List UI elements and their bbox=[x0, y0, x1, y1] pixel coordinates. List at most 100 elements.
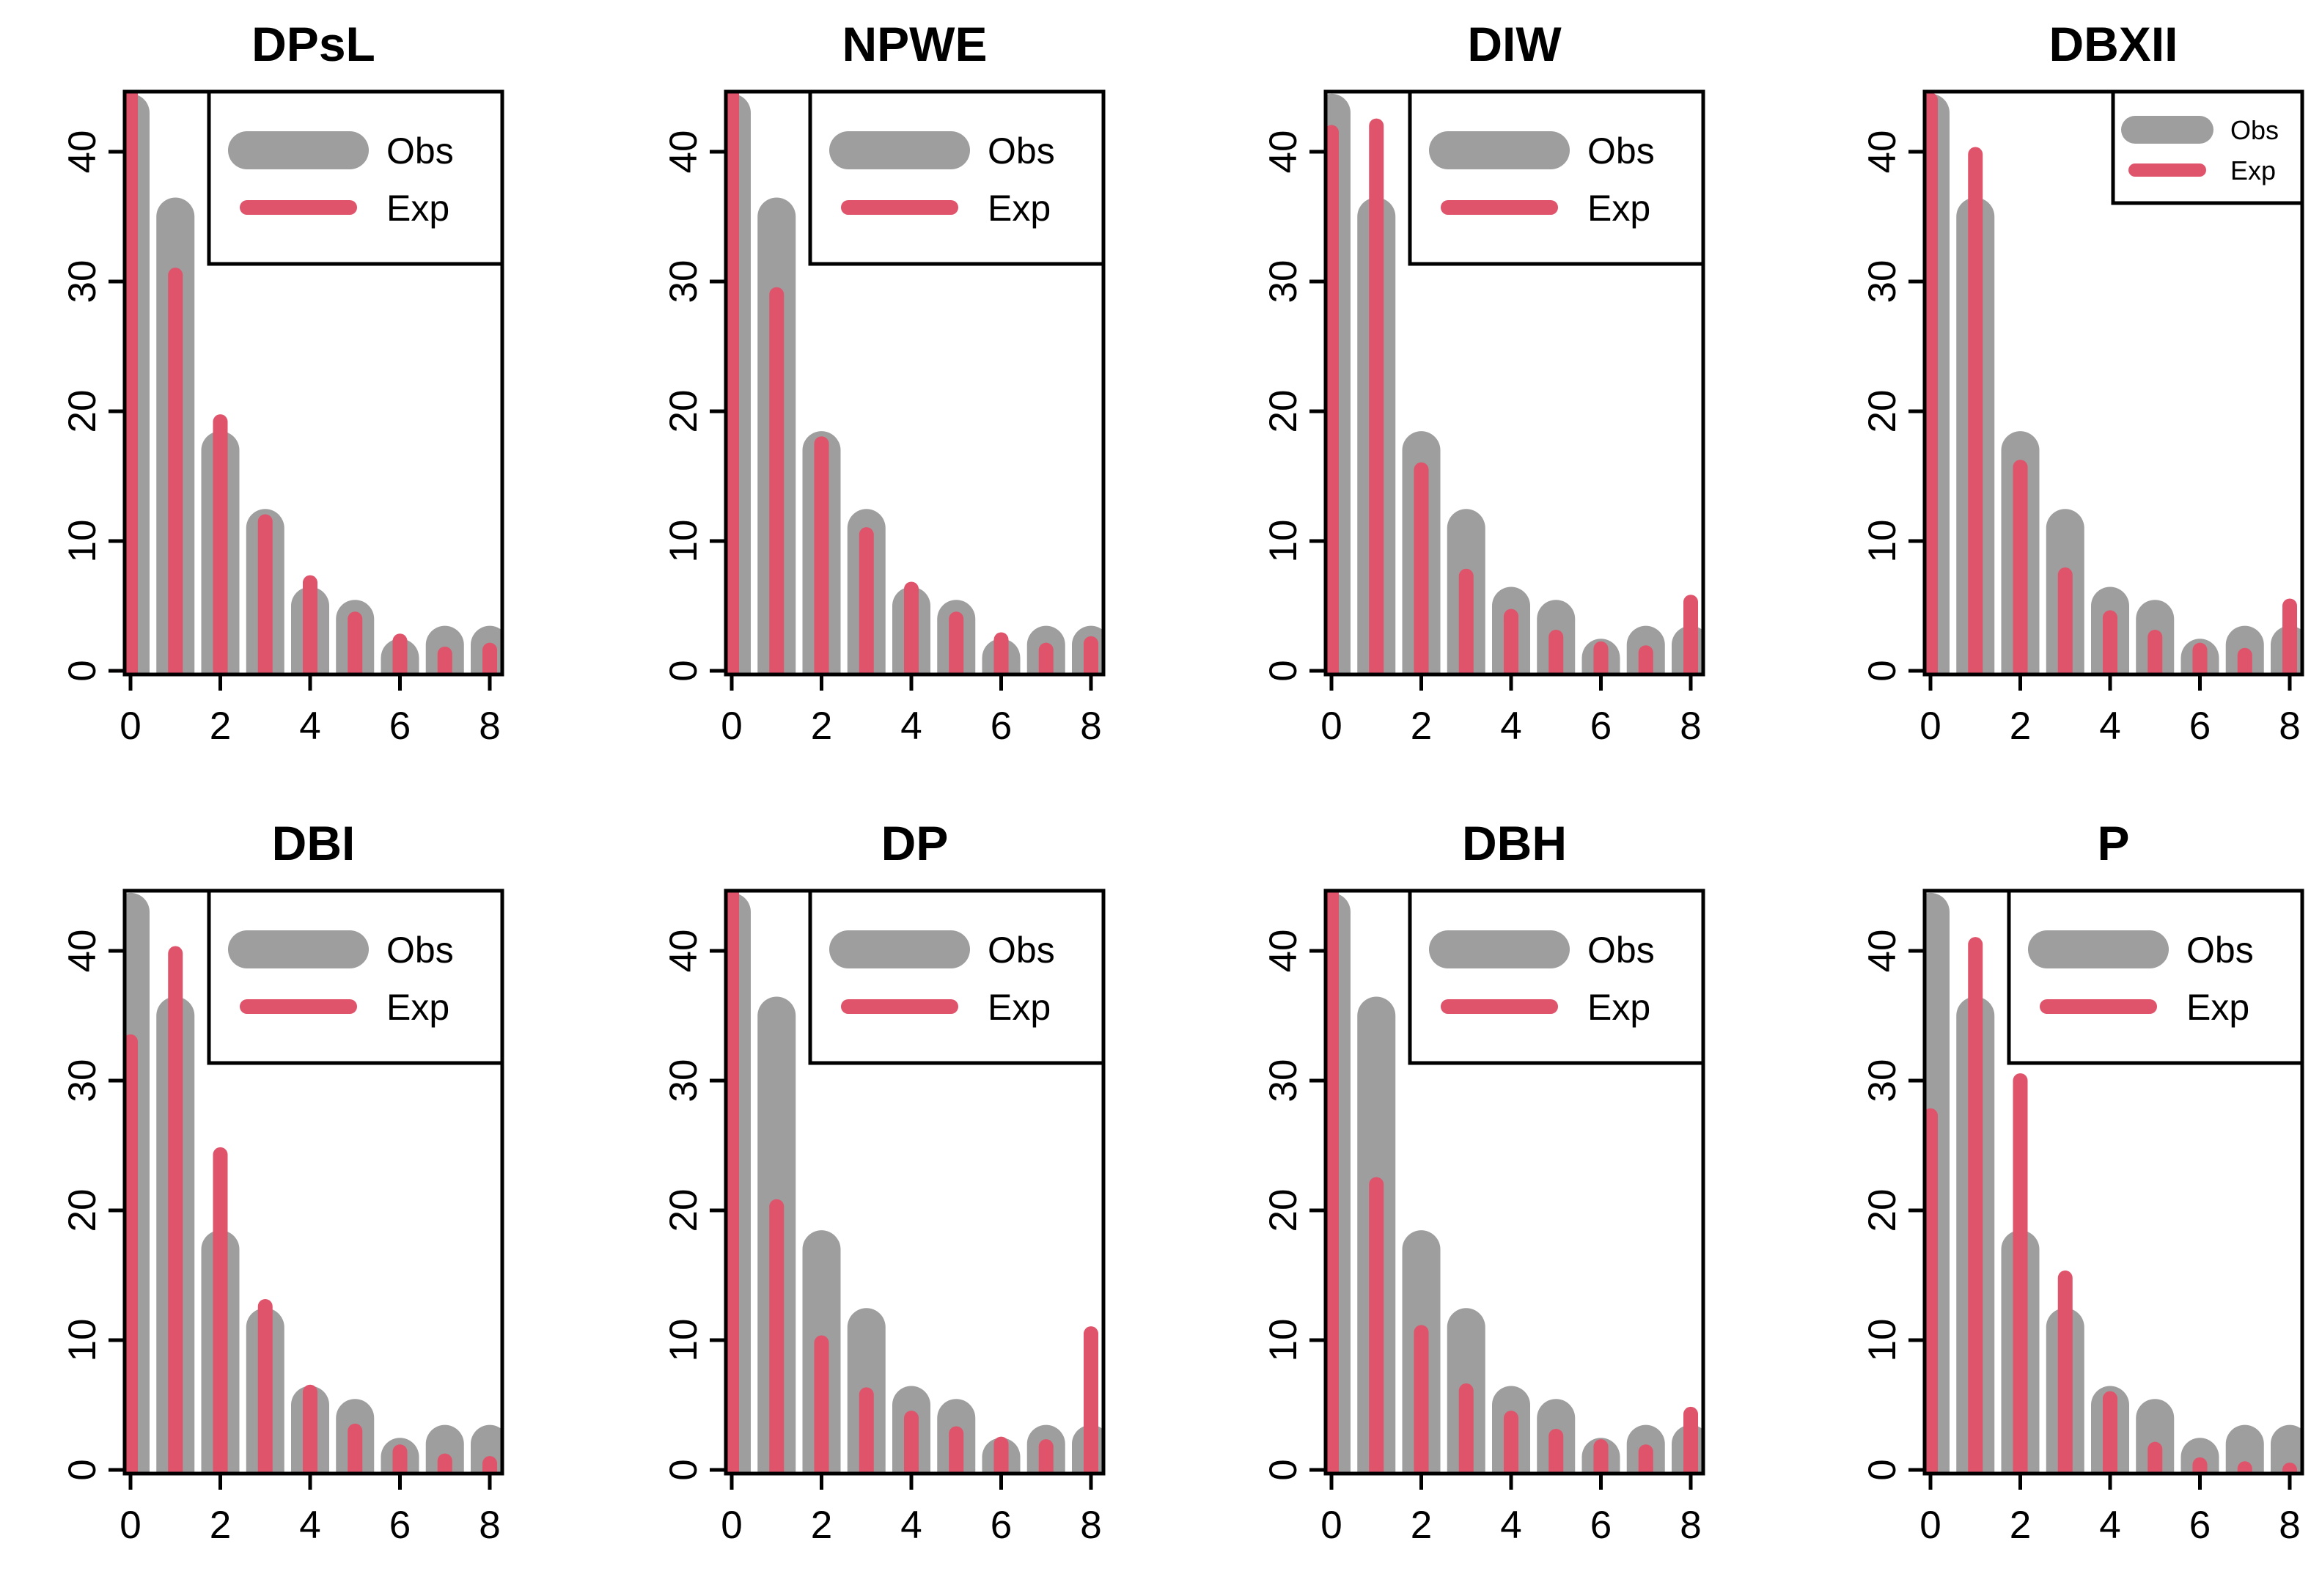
y-tick-label: 40 bbox=[662, 130, 705, 174]
y-tick-label: 10 bbox=[1861, 520, 1904, 563]
panel-p: Obs Exp P 0 2 4 6 8 0 10 20 30 40 bbox=[1861, 816, 2304, 1547]
panel-title: DBI bbox=[272, 816, 356, 870]
plot-frame bbox=[1323, 89, 1705, 677]
plot-frame bbox=[1922, 89, 2304, 677]
y-tick-label: 0 bbox=[61, 1459, 104, 1480]
legend-box bbox=[2111, 92, 2302, 205]
x-tick-label: 0 bbox=[120, 1504, 141, 1547]
x-tick-label: 2 bbox=[210, 705, 231, 748]
plot-frame bbox=[122, 89, 504, 677]
x-tick-label: 8 bbox=[2279, 705, 2300, 748]
x-tick-label: 4 bbox=[299, 1504, 320, 1547]
y-tick-label: 30 bbox=[61, 260, 104, 304]
plot-area: Obs Exp bbox=[1326, 891, 1703, 1474]
x-tick-label: 2 bbox=[2010, 1504, 2031, 1547]
y-tick-label: 40 bbox=[1861, 130, 1904, 174]
y-tick-label: 10 bbox=[61, 1319, 104, 1362]
x-tick-label: 6 bbox=[1590, 1504, 1612, 1547]
legend-label-exp: Exp bbox=[988, 188, 1051, 229]
y-tick-label: 40 bbox=[1861, 930, 1904, 973]
x-tick-label: 0 bbox=[721, 1504, 742, 1547]
y-tick-label: 10 bbox=[1262, 520, 1305, 563]
panel-title: DP bbox=[881, 816, 949, 870]
plot-frame bbox=[1922, 889, 2304, 1476]
y-tick-label: 10 bbox=[662, 520, 705, 563]
y-tick-label: 0 bbox=[1262, 660, 1305, 681]
y-tick-label: 30 bbox=[662, 260, 705, 304]
x-tick-label: 8 bbox=[2279, 1504, 2300, 1547]
panel-title: NPWE bbox=[842, 17, 988, 71]
y-tick-label: 10 bbox=[662, 1319, 705, 1362]
x-tick-label: 0 bbox=[1919, 705, 1941, 748]
x-tick-label: 8 bbox=[479, 705, 500, 748]
plot-frame bbox=[724, 89, 1106, 677]
panel-title: P bbox=[2097, 816, 2129, 870]
y-tick-label: 40 bbox=[1262, 930, 1305, 973]
legend-label-exp: Exp bbox=[386, 188, 449, 229]
legend-label-obs: Obs bbox=[1587, 130, 1655, 172]
plot-area: Obs Exp bbox=[125, 891, 502, 1474]
panel-dp: Obs Exp DP 0 2 4 6 8 0 10 20 30 40 bbox=[662, 816, 1106, 1547]
x-tick-label: 8 bbox=[1680, 1504, 1701, 1547]
legend-label-exp: Exp bbox=[2186, 987, 2249, 1028]
legend: Obs Exp bbox=[2111, 92, 2302, 205]
y-tick-label: 0 bbox=[61, 660, 104, 681]
y-tick-label: 0 bbox=[1861, 660, 1904, 681]
plot-area: Obs Exp bbox=[726, 891, 1103, 1474]
x-tick-label: 2 bbox=[1411, 1504, 1432, 1547]
legend-box bbox=[207, 891, 502, 1065]
legend-box bbox=[207, 92, 502, 266]
x-tick-label: 4 bbox=[299, 705, 320, 748]
y-tick-label: 30 bbox=[662, 1059, 705, 1103]
legend-label-obs: Obs bbox=[2186, 930, 2254, 971]
y-tick-label: 30 bbox=[1861, 260, 1904, 304]
y-tick-label: 20 bbox=[1861, 1189, 1904, 1232]
plot-area: Obs Exp bbox=[1925, 891, 2302, 1474]
panel-diw: Obs Exp DIW 0 2 4 6 8 0 10 20 30 40 bbox=[1262, 17, 1705, 748]
y-tick-label: 0 bbox=[1262, 1459, 1305, 1480]
y-tick-label: 20 bbox=[61, 390, 104, 433]
y-tick-label: 30 bbox=[1861, 1059, 1904, 1103]
legend: Obs Exp bbox=[808, 891, 1103, 1065]
plot-area: Obs Exp bbox=[726, 92, 1103, 674]
y-tick-label: 20 bbox=[662, 1189, 705, 1232]
y-tick-label: 0 bbox=[662, 660, 705, 681]
y-tick-label: 10 bbox=[1861, 1319, 1904, 1362]
y-tick-label: 20 bbox=[662, 390, 705, 433]
y-tick-label: 30 bbox=[61, 1059, 104, 1103]
legend-label-obs: Obs bbox=[1587, 930, 1655, 971]
x-tick-label: 6 bbox=[991, 705, 1012, 748]
x-tick-label: 0 bbox=[1320, 705, 1342, 748]
y-tick-label: 40 bbox=[61, 930, 104, 973]
legend-label-exp: Exp bbox=[386, 987, 449, 1028]
panel-dbi: Obs Exp DBI 0 2 4 6 8 0 10 20 30 40 bbox=[61, 816, 504, 1547]
y-tick-label: 20 bbox=[1262, 1189, 1305, 1232]
x-tick-label: 8 bbox=[479, 1504, 500, 1547]
legend: Obs Exp bbox=[1408, 891, 1703, 1065]
x-tick-label: 2 bbox=[2010, 705, 2031, 748]
legend-label-exp: Exp bbox=[1587, 987, 1650, 1028]
legend-label-obs: Obs bbox=[988, 130, 1055, 172]
legend: Obs Exp bbox=[1408, 92, 1703, 266]
x-tick-label: 4 bbox=[1500, 1504, 1521, 1547]
x-tick-label: 6 bbox=[2189, 1504, 2211, 1547]
y-tick-label: 10 bbox=[61, 520, 104, 563]
x-tick-label: 2 bbox=[1411, 705, 1432, 748]
legend-label-obs: Obs bbox=[2230, 115, 2279, 145]
x-tick-label: 0 bbox=[1919, 1504, 1941, 1547]
panel-dbh: Obs Exp DBH 0 2 4 6 8 0 10 20 30 40 bbox=[1262, 816, 1705, 1547]
x-tick-label: 8 bbox=[1680, 705, 1701, 748]
legend: Obs Exp bbox=[207, 92, 502, 266]
x-tick-label: 4 bbox=[1500, 705, 1521, 748]
panel-title: DBXII bbox=[2049, 17, 2178, 71]
y-tick-label: 10 bbox=[1262, 1319, 1305, 1362]
legend: Obs Exp bbox=[2007, 891, 2302, 1065]
x-tick-label: 0 bbox=[1320, 1504, 1342, 1547]
y-tick-label: 40 bbox=[1262, 130, 1305, 174]
plot-frame bbox=[1323, 889, 1705, 1476]
legend-label-obs: Obs bbox=[386, 130, 454, 172]
y-tick-label: 30 bbox=[1262, 260, 1305, 304]
x-tick-label: 6 bbox=[991, 1504, 1012, 1547]
x-tick-label: 0 bbox=[120, 705, 141, 748]
